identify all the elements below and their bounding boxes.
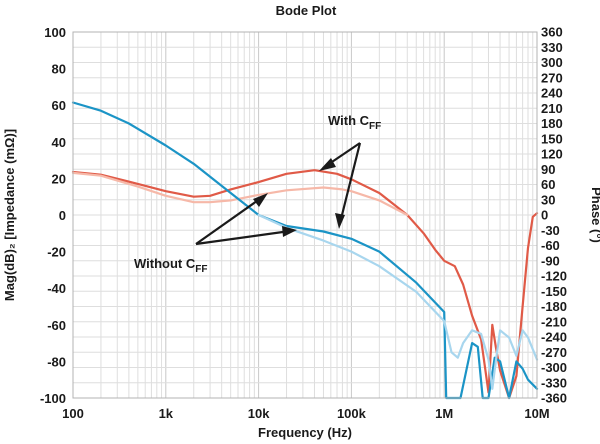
y-right-tick-label: -270 [541,345,567,360]
y-right-tick-label: 0 [541,208,548,223]
y-right-tick-label: 150 [541,131,563,146]
y-right-tick-label: -330 [541,375,567,390]
y-right-tick-label: -300 [541,360,567,375]
y-left-tick-label: 0 [59,208,66,223]
y-right-tick-label: 330 [541,40,563,55]
y-right-tick-label: 300 [541,55,563,70]
arrow-without-cff-magnitude [195,195,265,245]
y-left-tick-label: -40 [47,281,66,296]
y-right-tick-label: -120 [541,269,567,284]
annotation-with-cff-main: With C [328,113,370,128]
y-left-tick-label: 60 [52,98,66,113]
y-right-tick-label: 180 [541,116,563,131]
y-left-tick-label: -60 [47,318,66,333]
y-right-tick-label: -180 [541,299,567,314]
arrow-with-cff-phase [338,142,362,224]
y-right-tick-label: -90 [541,253,560,268]
arrowhead-with-cff-phase [335,213,345,229]
y-left-tick-label: -80 [47,354,66,369]
y-left-axis-label: Mag(dB)₂ [Impedance (mΩ)] [2,129,17,301]
arrowhead-without-cff-phase [282,226,297,237]
y-left-tick-label: 100 [44,25,66,40]
x-tick-label: 100 [62,406,84,421]
series-line-2 [71,101,539,400]
y-right-tick-label: 360 [541,25,563,40]
series-line-3 [257,213,539,390]
chart-title: Bode Plot [276,3,337,18]
plot-frame [72,31,538,399]
y-right-tick-label: 30 [541,192,555,207]
grid-lines [72,31,537,399]
y-left-tick-label: 20 [52,171,66,186]
y-left-tick-label: -100 [40,391,66,406]
y-right-tick-label: 270 [541,70,563,85]
y-left-tick-label: 80 [52,62,66,77]
x-tick-label: 10k [248,406,270,421]
x-tick-label: 10M [524,406,549,421]
y-left-tick-label: 40 [52,135,66,150]
y-left-tick-labels: 100 80 60 40 20 0 -20 -40 -60 -80 -100 [40,25,66,406]
y-right-tick-label: 240 [541,86,563,101]
x-tick-label: 1k [159,406,174,421]
series-line-1 [71,171,409,217]
y-right-tick-label: 90 [541,162,555,177]
x-tick-label: 100k [337,406,367,421]
y-right-tick-labels: 3603303002702402101801501209060300-30-60… [541,25,567,406]
y-right-tick-label: -210 [541,314,567,329]
x-tick-label: 1M [435,406,453,421]
annotation-without-cff-main: Without C [134,256,196,271]
x-axis-label: Frequency (Hz) [258,425,352,440]
arrowhead-without-cff-magnitude [253,193,268,207]
y-right-tick-label: -30 [541,223,560,238]
y-right-tick-label: 60 [541,177,555,192]
annotation-with-cff-sub: FF [369,121,381,132]
annotation-with-cff: With CFF [328,113,381,132]
y-right-tick-label: 120 [541,147,563,162]
x-tick-labels: 100 1k 10k 100k 1M 10M [62,406,550,421]
arrow-without-cff-phase [195,229,291,246]
y-right-tick-label: -360 [541,391,567,406]
y-right-tick-label: -240 [541,330,567,345]
arrowhead-with-cff-magnitude [319,158,336,171]
annotation-without-cff-sub: FF [195,264,207,275]
annotation-without-cff: Without CFF [134,256,207,275]
y-right-tick-label: -150 [541,284,567,299]
y-left-tick-label: -20 [47,245,66,260]
annotations: With CFF Without CFF [134,113,381,275]
y-right-tick-label: -60 [541,238,560,253]
y-right-tick-label: 210 [541,101,563,116]
y-right-axis-label: Phase (°) [589,187,600,243]
